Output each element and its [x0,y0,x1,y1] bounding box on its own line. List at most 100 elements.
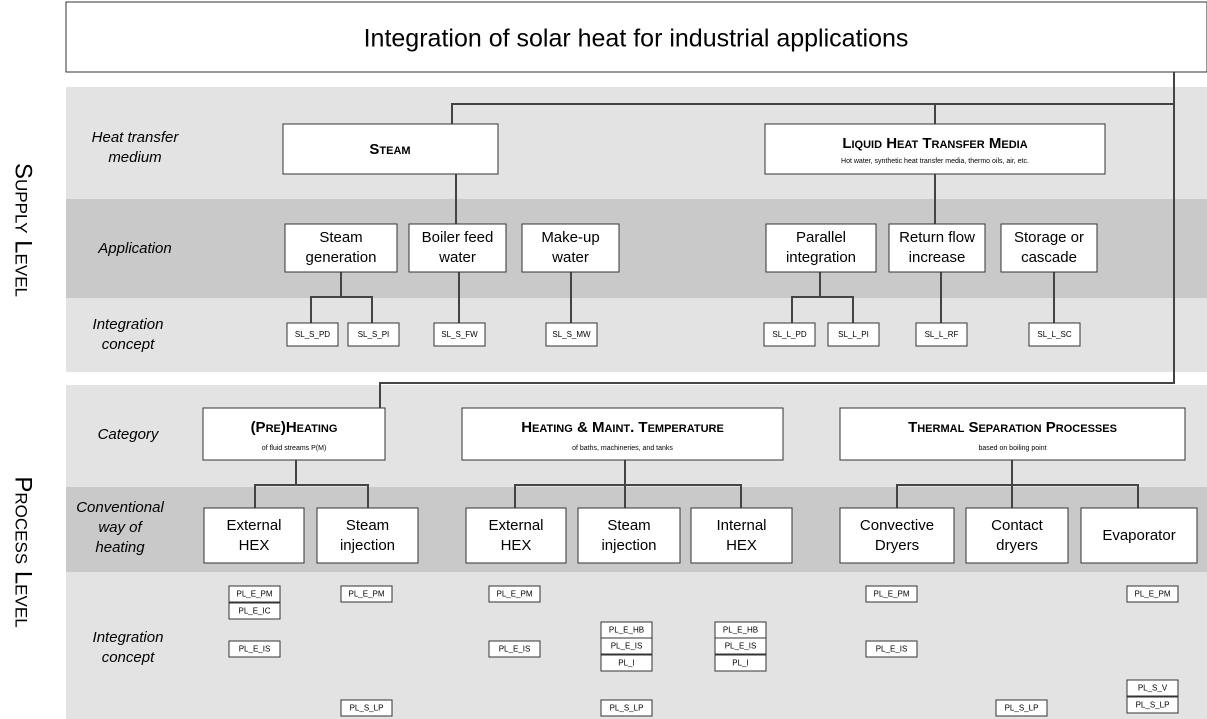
band [66,298,1207,372]
level-label: Supply Level [10,163,37,297]
box [827,322,880,347]
box [488,585,541,603]
application: Return flow [899,229,975,246]
box [995,699,1048,717]
heating-way: injection [340,537,395,554]
application: Storage or [1014,229,1084,246]
medium-title: Steam [369,141,410,158]
box [764,123,1106,175]
connector [451,103,1174,124]
title: Integration of solar heat for industrial… [364,25,909,53]
heating-way: Dryers [875,537,919,554]
concept-code: PL_E_HB [723,626,758,635]
box [203,507,305,564]
heating-way: injection [601,537,656,554]
box [600,699,653,717]
box [316,507,419,564]
heating-way: Evaporator [1102,527,1175,544]
application: water [551,249,589,266]
box [915,322,968,347]
connector [791,296,854,323]
row-label: heating [95,539,145,556]
concept-code: SL_L_SC [1037,330,1071,339]
application: Steam [319,229,362,246]
concept-code: PL_E_IS [499,645,531,654]
box [965,507,1069,564]
heating-way: Steam [346,517,389,534]
box [839,507,955,564]
concept-code: SL_S_MW [552,330,591,339]
concept-code: PL_S_LP [1005,704,1039,713]
box [1126,679,1179,697]
heating-way: HEX [726,537,757,554]
category-note: of fluid streams P(M) [262,445,327,452]
box [488,640,541,658]
heating-way: Internal [716,517,766,534]
row-label: Category [98,426,160,443]
concept-code: PL_E_IS [876,645,908,654]
box [577,507,681,564]
medium-note: Hot water, synthetic heat transfer media… [841,158,1029,165]
concept-code: PL_E_IS [239,645,271,654]
box [690,507,793,564]
box [286,322,339,347]
heating-way: Steam [607,517,650,534]
concept-code: PL_S_V [1138,684,1168,693]
concept-code: PL_S_LP [610,704,644,713]
row-label: Heat transfer [92,129,180,146]
box [347,322,400,347]
box [765,223,877,273]
application: water [438,249,476,266]
box [888,223,986,273]
box [600,637,653,655]
concept-code: PL_E_PM [496,590,532,599]
category-title: (Pre)Heating [251,419,338,436]
box [865,640,918,658]
category-note: based on boiling point [978,445,1046,452]
box [714,654,767,672]
box [1126,696,1179,714]
category-note: of baths, machineries, and tanks [572,445,673,452]
box [340,699,393,717]
concept-code: PL_E_IS [725,642,757,651]
row-label: way of [98,519,143,536]
box [521,223,620,273]
row-label: concept [102,649,155,666]
box [202,407,386,461]
row-label: Integration [93,629,164,646]
box [408,223,507,273]
row-label: concept [102,336,155,353]
concept-code: SL_L_RF [925,330,959,339]
heating-way: External [488,517,543,534]
row-label: medium [108,149,161,166]
box [228,602,281,620]
box [465,507,567,564]
concept-code: PL_E_HB [609,626,644,635]
box [282,123,499,175]
concept-code: PL_S_LP [1136,701,1170,710]
box [340,585,393,603]
connector [379,72,1175,408]
application: integration [786,249,856,266]
heating-way: HEX [501,537,532,554]
category-title: Thermal Separation Processes [908,419,1117,436]
box [600,654,653,672]
box [228,640,281,658]
application: Boiler feed [422,229,494,246]
box [839,407,1186,461]
heating-way: dryers [996,537,1038,554]
concept-code: PL_E_PM [348,590,384,599]
heating-way: Contact [991,517,1044,534]
level-label: Process Level [10,476,37,627]
box [1000,223,1098,273]
medium-title: Liquid Heat Transfer Media [842,135,1027,152]
connector [254,484,369,508]
box [433,322,486,347]
box [1126,585,1179,603]
concept-code: PL_I [732,659,748,668]
application: generation [306,249,377,266]
concept-code: PL_E_PM [873,590,909,599]
category-title: Heating & Maint. Temperature [521,419,724,436]
row-label: Application [97,240,171,257]
